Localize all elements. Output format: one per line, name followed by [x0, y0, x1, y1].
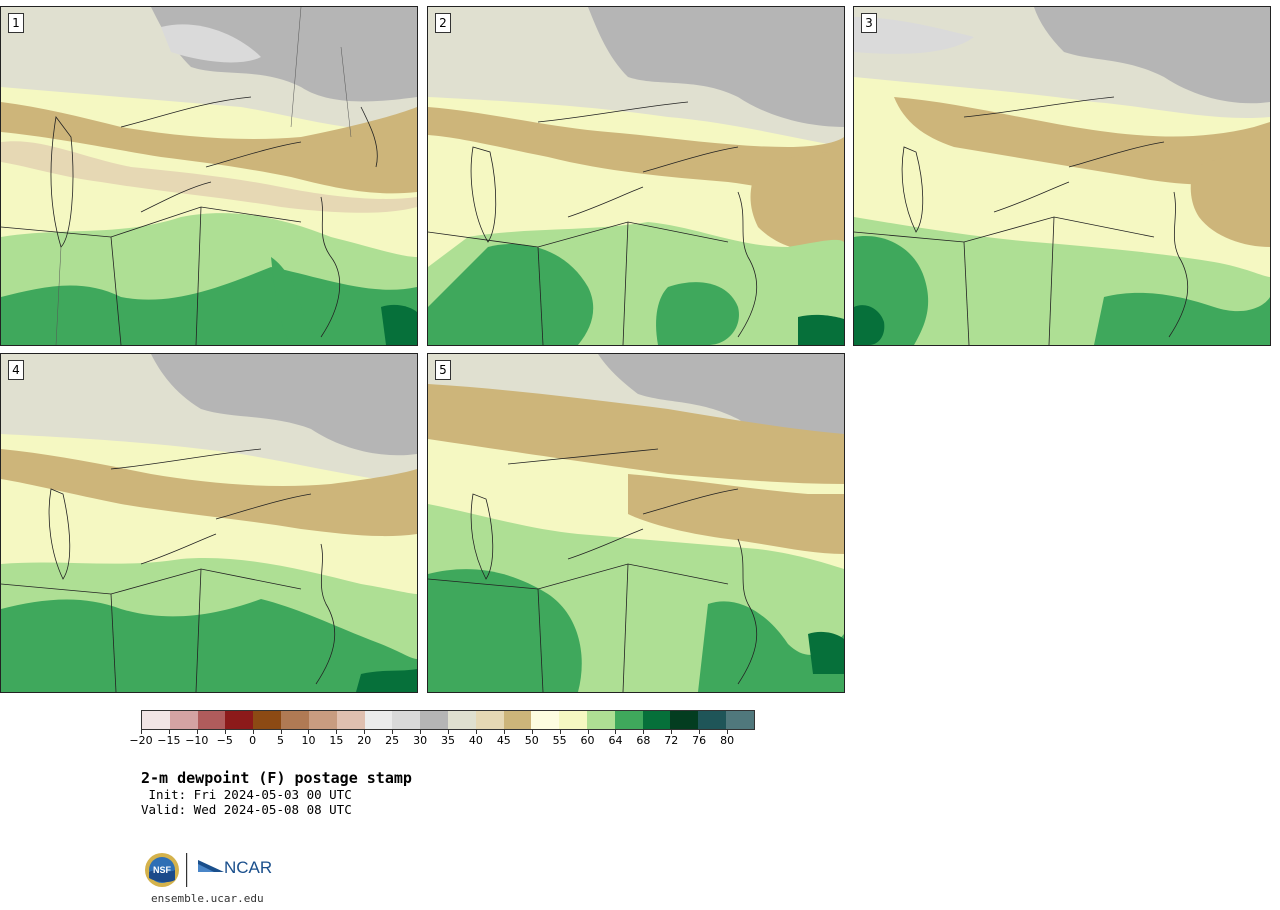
- colorbar-tick-labels: −20 −15 −10 −5 0 5 10 15 20 25 30 35 40 45 50 55 60 64 68 7…: [129, 730, 755, 748]
- colorbar-tick-label: 76: [692, 734, 707, 747]
- colorbar-tick-label: 15: [329, 734, 344, 747]
- colorbar-swatch: [642, 711, 671, 729]
- colorbar-swatch: [559, 711, 587, 729]
- colorbar-tick-mark: [196, 730, 198, 734]
- stamp-panel-2: 2: [427, 6, 845, 346]
- stamp-panel-4: 4: [0, 353, 418, 693]
- colorbar-tick-label: 30: [413, 734, 428, 747]
- dewpoint-colorbar: [141, 710, 755, 730]
- stamp-panel-5: 5: [427, 353, 845, 693]
- colorbar-tick-label: 80: [720, 734, 735, 747]
- colorbar-tick-label: −5: [216, 734, 233, 747]
- colorbar-tick-label: 35: [441, 734, 455, 747]
- colorbar-tick-label: 55: [552, 734, 567, 747]
- site-url: ensemble.ucar.edu: [151, 892, 264, 905]
- colorbar-swatch: [225, 711, 254, 729]
- colorbar-swatch: [670, 711, 699, 729]
- colorbar-tick-mark: [643, 730, 645, 734]
- colorbar-tick-mark: [475, 730, 477, 734]
- colorbar-swatch: [142, 711, 170, 729]
- colorbar-swatch: [364, 711, 393, 729]
- stamp-panel-1: 1: [0, 6, 418, 346]
- colorbar-swatch: [475, 711, 504, 729]
- colorbar-swatch: [531, 711, 560, 729]
- colorbar-tick-label: 60: [580, 734, 595, 747]
- colorbar-tick-mark: [615, 730, 617, 734]
- colorbar-tick-mark: [336, 730, 338, 734]
- ncar-logo-icon: [198, 860, 224, 872]
- figure-title: 2-m dewpoint (F) postage stamp: [141, 769, 412, 787]
- colorbar-swatch: [281, 711, 309, 729]
- svg-text:NSF: NSF: [153, 865, 172, 875]
- panel-number-5: 5: [435, 360, 451, 380]
- panel-number-4: 4: [8, 360, 24, 380]
- colorbar-tick-mark: [699, 730, 701, 734]
- colorbar-tick-label: 25: [385, 734, 400, 747]
- colorbar-tick-label: 0: [249, 734, 257, 747]
- nsf-logo-icon: NSF: [145, 853, 179, 887]
- nsf-ncar-logos: NSF: [145, 853, 224, 887]
- dewpoint-map-4: [1, 354, 417, 692]
- colorbar-swatch: [253, 711, 282, 729]
- colorbar-tick-mark: [727, 730, 729, 734]
- stamp-panel-3: 3: [853, 6, 1271, 346]
- colorbar-tick-mark: [252, 730, 254, 734]
- dewpoint-map-5: [428, 354, 844, 692]
- colorbar-tick-label: 20: [357, 734, 372, 747]
- init-time: Init: Fri 2024-05-03 00 UTC: [141, 787, 352, 802]
- colorbar-tick-label: 10: [301, 734, 316, 747]
- colorbar-tick-mark: [448, 730, 449, 734]
- colorbar-tick-mark: [364, 730, 366, 734]
- colorbar-tick-label: 40: [468, 734, 483, 747]
- valid-time: Valid: Wed 2024-05-08 08 UTC: [141, 802, 352, 817]
- colorbar-tick-label: 45: [496, 734, 511, 747]
- colorbar-swatch: [336, 711, 365, 729]
- colorbar-tick-label: 64: [608, 734, 623, 747]
- colorbar-tick-mark: [392, 730, 394, 734]
- colorbar-swatch: [698, 711, 727, 729]
- colorbar-tick-mark: [671, 730, 673, 734]
- colorbar-tick-label: −20: [129, 734, 153, 747]
- colorbar-tick-mark: [224, 730, 226, 734]
- colorbar-tick-mark: [308, 730, 310, 734]
- colorbar-tick-label: 5: [277, 734, 285, 747]
- colorbar-tick-label: −10: [185, 734, 209, 747]
- colorbar-swatch: [169, 711, 198, 729]
- colorbar-tick-label: 68: [636, 734, 651, 747]
- colorbar-tick-mark: [587, 730, 589, 734]
- colorbar-swatch: [420, 711, 448, 729]
- colorbar-tick-mark: [280, 730, 282, 734]
- colorbar-tick-label: −15: [157, 734, 181, 747]
- colorbar-tick-label: 72: [664, 734, 679, 747]
- colorbar-tick-label: 50: [524, 734, 539, 747]
- panel-number-1: 1: [8, 13, 24, 33]
- colorbar-swatch: [308, 711, 337, 729]
- dewpoint-map-1: [1, 7, 417, 345]
- colorbar-tick-mark: [420, 730, 422, 734]
- colorbar-tick-mark: [168, 730, 170, 734]
- dewpoint-map-3: [854, 7, 1270, 345]
- colorbar-tick-mark: [531, 730, 533, 734]
- colorbar-swatch: [614, 711, 643, 729]
- colorbar-tick-mark: [559, 730, 561, 734]
- colorbar-swatch: [726, 711, 754, 729]
- panel-number-2: 2: [435, 13, 451, 33]
- panel-number-3: 3: [861, 13, 877, 33]
- dewpoint-map-2: [428, 7, 844, 345]
- colorbar-swatch: [447, 711, 476, 729]
- colorbar-swatch: [587, 711, 615, 729]
- colorbar-swatch: [197, 711, 226, 729]
- colorbar-swatch: [392, 711, 421, 729]
- ncar-wordmark: NCAR: [224, 858, 273, 877]
- colorbar-tick-mark: [503, 730, 505, 734]
- colorbar-swatch: [503, 711, 532, 729]
- colorbar-tick-mark: [141, 730, 142, 734]
